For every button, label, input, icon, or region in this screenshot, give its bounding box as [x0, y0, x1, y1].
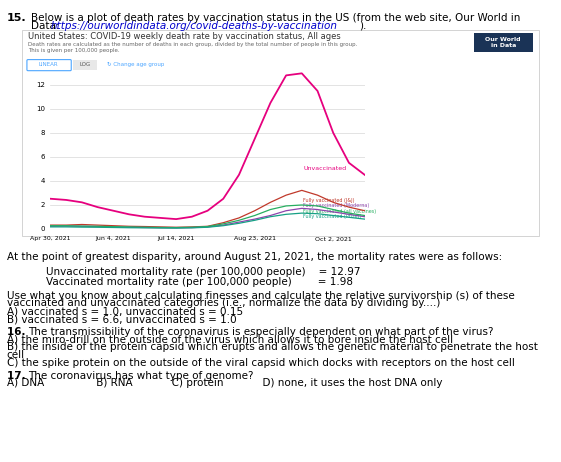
Text: A) DNA                B) RNA            C) protein            D) none, it uses t: A) DNA B) RNA C) protein D) none, it use… — [7, 378, 442, 389]
Text: A) vaccinated s = 1.0, unvaccinated s = 0.15: A) vaccinated s = 1.0, unvaccinated s = … — [7, 306, 243, 316]
Text: Death rates are calculated as the number of deaths in each group, divided by the: Death rates are calculated as the number… — [28, 42, 357, 47]
Text: United States: COVID-19 weekly death rate by vaccination status, All ages: United States: COVID-19 weekly death rat… — [28, 32, 341, 41]
Text: cell: cell — [7, 350, 25, 360]
Text: 15.: 15. — [7, 13, 26, 23]
Text: B) vaccinated s = 6.6, unvaccinated s = 1.0: B) vaccinated s = 6.6, unvaccinated s = … — [7, 314, 236, 324]
Text: Fully vaccinated (Moderna): Fully vaccinated (Moderna) — [304, 203, 370, 208]
Text: Our World
in Data: Our World in Data — [485, 37, 521, 48]
Text: LOG: LOG — [80, 62, 91, 67]
Text: C) the spike protein on the outside of the viral capsid which docks with recepto: C) the spike protein on the outside of t… — [7, 358, 514, 368]
Text: Unvaccinated mortality rate (per 100,000 people)    = 12.97: Unvaccinated mortality rate (per 100,000… — [46, 267, 361, 278]
Text: vaccinated and unvaccinated categories (i.e., normalize the data by dividing by.: vaccinated and unvaccinated categories (… — [7, 298, 440, 309]
Text: Use what you know about calculating finesses and calculate the relative survivor: Use what you know about calculating fine… — [7, 291, 514, 301]
Text: The coronavirus has what type of genome?: The coronavirus has what type of genome? — [28, 371, 254, 381]
Text: The transmissibility of the coronavirus is especially dependent on what part of : The transmissibility of the coronavirus … — [28, 327, 494, 337]
Text: 17.: 17. — [7, 371, 33, 381]
Text: Vaccinated mortality rate (per 100,000 people)        = 1.98: Vaccinated mortality rate (per 100,000 p… — [46, 277, 353, 287]
Text: B) the inside of the protein capsid which erupts and allows the genetic material: B) the inside of the protein capsid whic… — [7, 342, 537, 353]
Text: Fully vaccinated (J&J): Fully vaccinated (J&J) — [304, 198, 355, 203]
Text: At the point of greatest disparity, around August 21, 2021, the mortality rates : At the point of greatest disparity, arou… — [7, 252, 502, 262]
Text: Fully vaccinated (all vaccines): Fully vaccinated (all vaccines) — [304, 209, 376, 214]
Text: ↻ Change age group: ↻ Change age group — [107, 62, 164, 67]
Text: Data:: Data: — [31, 21, 63, 31]
Text: Below is a plot of death rates by vaccination status in the US (from the web sit: Below is a plot of death rates by vaccin… — [31, 13, 520, 23]
Text: A) the miro-drill on the outside of the virus which allows it to bore inside the: A) the miro-drill on the outside of the … — [7, 334, 453, 345]
Text: https://ourworldindata.org/covid-deaths-by-vaccination: https://ourworldindata.org/covid-deaths-… — [50, 21, 338, 31]
Text: ).: ). — [359, 21, 366, 31]
Text: This is given per 100,000 people.: This is given per 100,000 people. — [28, 48, 119, 53]
Text: LINEAR: LINEAR — [39, 62, 58, 67]
Text: 16.: 16. — [7, 327, 33, 337]
Text: Fully vaccinated (Pfizer): Fully vaccinated (Pfizer) — [304, 214, 362, 219]
Text: Unvaccinated: Unvaccinated — [304, 166, 347, 171]
